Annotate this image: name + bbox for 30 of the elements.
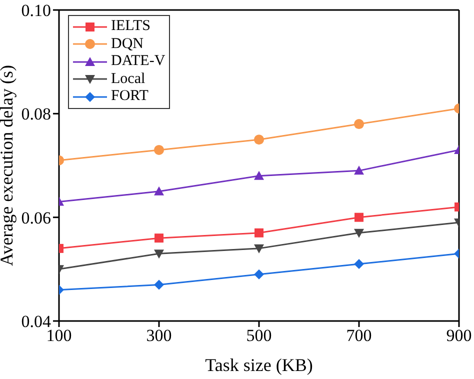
y-tick-label: 0.06	[21, 208, 51, 228]
x-axis-title: Task size (KB)	[205, 355, 313, 375]
x-tick-label: 300	[146, 326, 172, 346]
point	[354, 228, 364, 238]
legend-label: DQN	[111, 36, 144, 53]
legend-label: FORT	[111, 88, 148, 106]
x-tick-label: 700	[346, 326, 372, 346]
x-tick-label: 500	[246, 326, 272, 346]
x-tick-label: 100	[46, 326, 72, 346]
point	[254, 269, 264, 280]
point	[354, 166, 364, 175]
point	[254, 244, 264, 254]
point	[254, 134, 264, 145]
point	[154, 280, 164, 290]
point	[154, 234, 164, 243]
point	[154, 186, 164, 196]
y-tick-label: 0.08	[21, 104, 51, 124]
point	[254, 170, 264, 180]
y-axis-title: Average execution delay (s)	[0, 64, 16, 266]
legend-label: DATE-V	[111, 53, 166, 70]
y-tick-label: 0.10	[21, 1, 51, 20]
legend-label: Local	[111, 70, 146, 88]
x-tick-label: 900	[446, 326, 472, 346]
point	[154, 144, 164, 155]
point	[354, 119, 364, 130]
point	[354, 212, 364, 222]
point	[354, 258, 364, 269]
point	[254, 228, 264, 238]
point	[154, 250, 164, 259]
legend-label: IELTS	[111, 18, 150, 36]
